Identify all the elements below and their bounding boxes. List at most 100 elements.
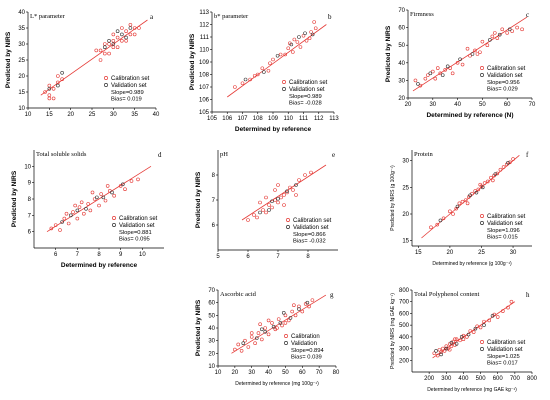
panel-title: pH <box>220 151 228 158</box>
calibration-point <box>487 318 491 323</box>
calibration-point <box>51 96 56 101</box>
validation-point <box>497 32 502 37</box>
legend-marker <box>112 216 116 220</box>
calibration-point <box>249 331 254 335</box>
chart-panel-d: 6 7 8 9 10 6 7 8 9 10 Total soluble solids d Calibra… <box>11 150 164 269</box>
x-tick-label: 6 <box>54 252 58 258</box>
calibration-point <box>451 212 455 216</box>
calibration-point <box>115 45 120 50</box>
validation-point <box>438 218 443 223</box>
calibration-point <box>468 53 472 58</box>
calibration-point <box>478 182 483 187</box>
calibration-point <box>475 52 480 56</box>
panel-letter: a <box>150 13 154 21</box>
legend-marker <box>480 73 484 77</box>
stat-label: Bias= 0.017 <box>487 361 518 367</box>
calibration-point <box>482 181 487 185</box>
legend-label: Calibration set <box>119 216 158 222</box>
calibration-point <box>309 30 313 34</box>
calibration-point <box>498 167 503 172</box>
calibration-point <box>292 37 297 42</box>
stat-label: Slope=1.096 <box>487 228 520 234</box>
stat-label: Slope=1.025 <box>487 354 520 360</box>
x-tick-label: 400 <box>458 376 469 382</box>
validation-point <box>111 42 116 46</box>
validation-point <box>310 32 315 37</box>
stat-label: Bias= 0.039 <box>291 355 322 361</box>
calibration-point <box>246 345 251 349</box>
calibration-point <box>295 40 300 44</box>
validation-point <box>459 335 464 339</box>
validation-point <box>482 323 486 327</box>
calibration-point <box>441 216 446 221</box>
calibration-point <box>79 200 84 205</box>
calibration-point <box>495 315 500 319</box>
y-tick-label: 110 <box>199 48 209 54</box>
calibration-point <box>132 32 137 37</box>
legend-label: Validation set <box>487 221 523 227</box>
calibration-point <box>301 33 306 38</box>
calibration-point <box>264 210 268 215</box>
validation-point <box>474 190 479 195</box>
validation-point <box>473 326 478 331</box>
calibration-point <box>276 200 280 205</box>
calibration-point <box>107 51 111 56</box>
stat-label: Slope=0.881 <box>119 230 152 236</box>
calibration-point <box>283 52 288 57</box>
y-tick-label: 30 <box>402 159 409 165</box>
calibration-point <box>510 29 514 33</box>
x-tick-label: 10 <box>215 370 222 376</box>
legend-label: Validation set <box>487 347 523 353</box>
calibration-point <box>429 225 433 230</box>
calibration-point <box>53 223 58 227</box>
y-axis-title: Predicted by NIRS <box>385 25 392 82</box>
y-tick-label: 40 <box>208 326 215 332</box>
y-tick-label: 108 <box>199 73 210 79</box>
calibration-point <box>90 190 95 195</box>
calibration-point <box>112 193 116 198</box>
y-tick-label: 105 <box>199 110 210 116</box>
calibration-point <box>307 304 311 309</box>
validation-point <box>107 38 111 43</box>
calibration-point <box>248 77 252 82</box>
x-tick-label: 35 <box>131 112 138 118</box>
calibration-point <box>455 60 460 65</box>
calibration-point <box>278 52 283 57</box>
x-tick-label: 40 <box>153 112 160 118</box>
calibration-point <box>128 22 133 27</box>
validation-point <box>115 29 120 34</box>
stat-label: Slope=0.866 <box>293 232 326 238</box>
calibration-point <box>460 199 465 204</box>
validation-point <box>270 199 274 204</box>
validation-point <box>458 57 462 62</box>
validation-point <box>243 77 248 82</box>
legend-label: Calibration set <box>289 80 328 86</box>
calibration-point <box>476 187 481 192</box>
legend-label: Validation set <box>487 73 523 79</box>
calibration-point <box>233 347 237 352</box>
x-tick-label: 30 <box>429 102 436 108</box>
x-tick-label: 7 <box>76 252 80 258</box>
validation-point <box>303 31 307 36</box>
x-tick-label: 40 <box>265 370 272 376</box>
validation-point <box>454 342 459 346</box>
y-tick-label: 800 <box>399 288 410 294</box>
panel-letter: h <box>526 291 530 299</box>
panel-letter: g <box>330 291 334 299</box>
calibration-point <box>111 45 116 50</box>
calibration-point <box>448 66 452 70</box>
calibration-point <box>97 203 101 208</box>
calibration-point <box>506 305 510 310</box>
calibration-point <box>313 26 318 31</box>
panel-letter: f <box>526 151 529 159</box>
y-tick-label: 113 <box>199 10 209 16</box>
panel-title: Protein <box>414 151 434 158</box>
calibration-point <box>66 221 71 226</box>
y-tick-label: 111 <box>200 35 210 41</box>
validation-point <box>84 207 88 211</box>
panel-title: Total soluble solids <box>36 151 87 158</box>
x-tick-label: 25 <box>89 112 96 118</box>
calibration-point <box>240 81 245 86</box>
stat-label: Bias= -0.028 <box>289 101 322 107</box>
x-tick-label: 20 <box>447 250 454 256</box>
